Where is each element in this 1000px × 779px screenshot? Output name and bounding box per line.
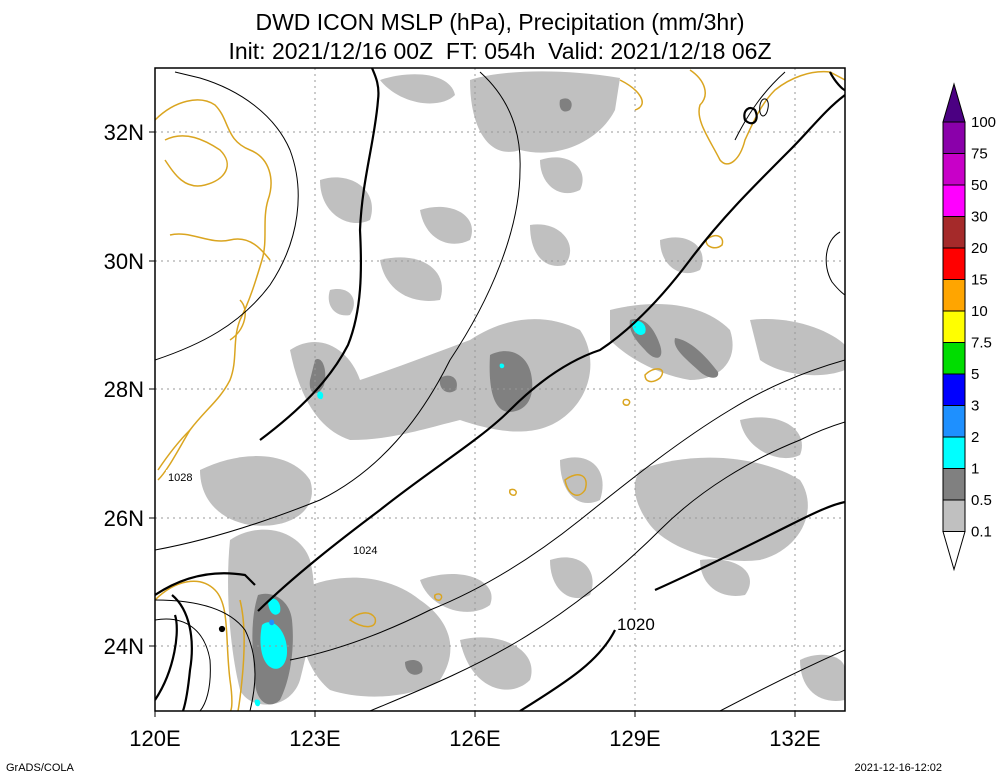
lon-label-129e: 129E	[609, 726, 660, 751]
colorbar-bottom-arrow	[942, 531, 966, 572]
isobar-label-1020: 1020	[617, 615, 655, 634]
colorbar-label: 15	[971, 272, 988, 289]
colorbar-swatch	[942, 184, 966, 217]
footer-software: GrADS/COLA	[6, 762, 74, 774]
map-subtitle: Init: 2021/12/16 00Z FT: 054h Valid: 202…	[228, 38, 772, 64]
colorbar-label: 20	[971, 240, 988, 257]
colorbar-swatch	[942, 216, 966, 249]
lon-label-132e: 132E	[769, 726, 820, 751]
colorbar-label: 3	[971, 398, 979, 415]
precip-light-areas	[200, 71, 845, 705]
colorbar-swatch	[942, 436, 966, 469]
colorbar-label: 10	[971, 303, 988, 320]
colorbar-label: 100	[971, 114, 996, 131]
colorbar-top-arrow	[942, 82, 966, 123]
isobars-thick	[155, 68, 845, 711]
colorbar-label: 30	[971, 209, 988, 226]
lat-label-26n: 26N	[104, 506, 144, 531]
precip-heavy-areas	[254, 320, 646, 707]
colorbar-label: 5	[971, 366, 979, 383]
colorbar-label: 2	[971, 429, 979, 446]
colorbar-label: 1	[971, 461, 979, 478]
colorbar-swatch	[942, 373, 966, 406]
lon-label-123e: 123E	[289, 726, 340, 751]
colorbar-swatch	[942, 153, 966, 186]
colorbar-swatch	[942, 468, 966, 501]
axis-ticks	[149, 131, 796, 717]
precip-moderate-spots	[269, 619, 275, 626]
colorbar-swatch	[942, 279, 966, 312]
lon-label-120e: 120E	[129, 726, 180, 751]
colorbar-swatch	[942, 405, 966, 438]
lat-lon-grid	[155, 68, 845, 711]
colorbar-swatch	[942, 342, 966, 375]
lat-label-30n: 30N	[104, 249, 144, 274]
colorbar-label: 7.5	[971, 335, 992, 352]
colorbar-label: 0.1	[971, 524, 992, 541]
lat-label-28n: 28N	[104, 377, 144, 402]
colorbar-swatch	[942, 121, 966, 154]
isobar-label-1028: 1028	[168, 472, 192, 484]
colorbar-swatch	[942, 247, 966, 280]
colorbar-label: 75	[971, 146, 988, 163]
colorbar-label: 50	[971, 177, 988, 194]
coastlines	[155, 69, 845, 711]
lon-label-126e: 126E	[449, 726, 500, 751]
isobar-label-1024: 1024	[353, 545, 377, 557]
colorbar-swatch	[942, 499, 966, 532]
map-title: DWD ICON MSLP (hPa), Precipitation (mm/3…	[255, 9, 745, 35]
precip-colorbar: 100 75 50 30 20 15 10 7.5 5 3 2 1 0.5 0.1	[942, 82, 996, 572]
footer-timestamp: 2021-12-16-12:02	[854, 762, 942, 774]
lat-label-32n: 32N	[104, 120, 144, 145]
lat-label-24n: 24N	[104, 634, 144, 659]
colorbar-label: 0.5	[971, 492, 992, 509]
colorbar-swatch	[942, 310, 966, 343]
